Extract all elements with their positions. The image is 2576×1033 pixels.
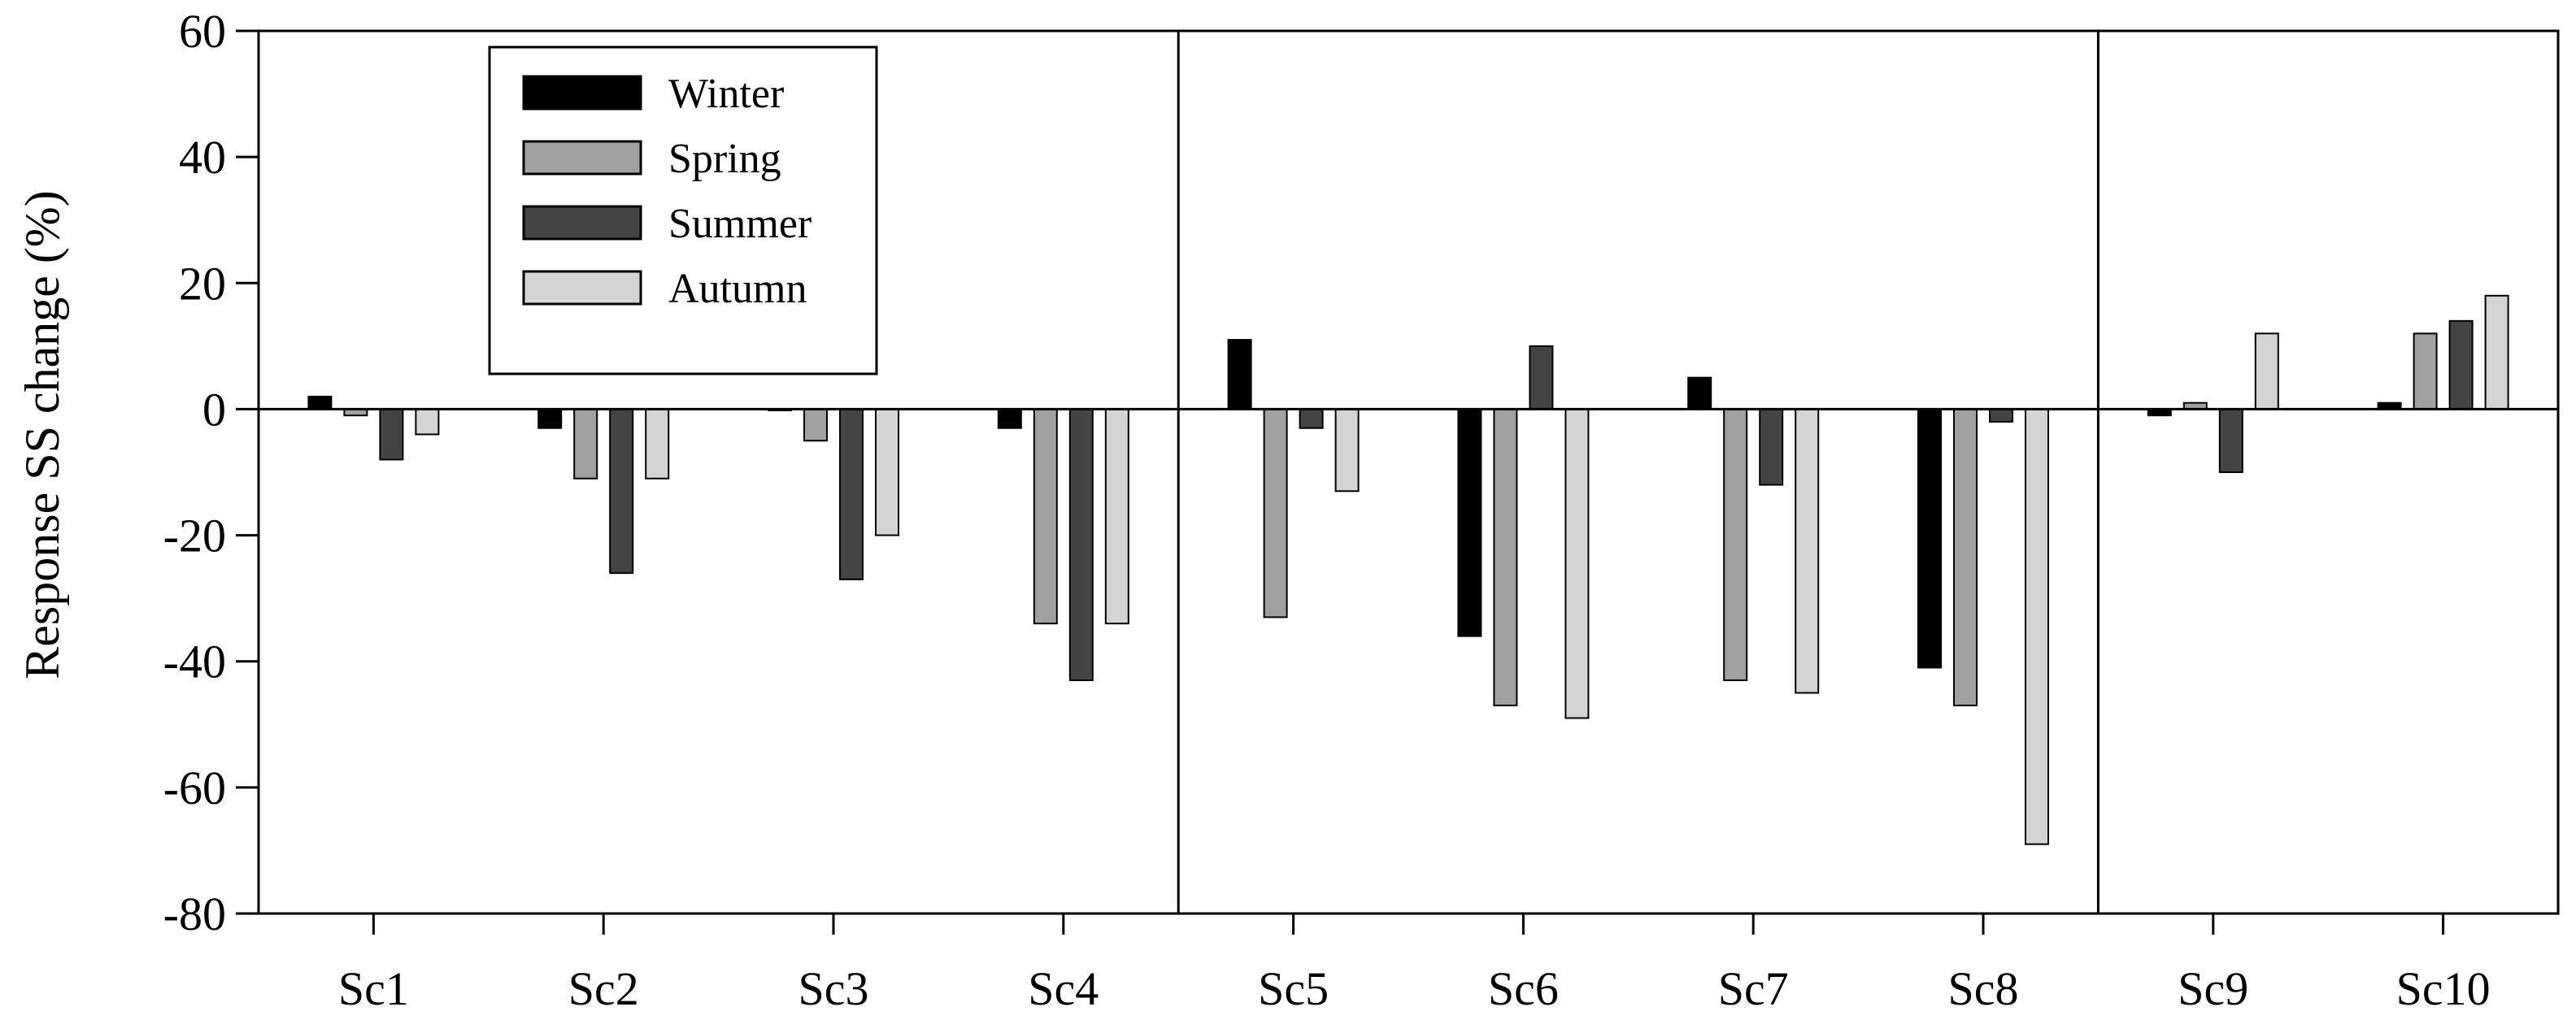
bars-layer — [307, 294, 2509, 845]
y-tick-label: -40 — [163, 636, 226, 688]
labels-layer: Response SS change (%) 60 40 20 0 -20 -40 -60 -… — [15, 5, 2491, 1015]
x-tick-label-sc3: Sc3 — [798, 962, 869, 1015]
bar-autumn-sc10 — [2484, 294, 2509, 410]
bar-summer-sc9 — [2218, 408, 2243, 473]
y-tick-label: 60 — [179, 5, 226, 58]
legend-label-autumn: Autumn — [668, 266, 807, 312]
y-tick-label: -20 — [163, 510, 226, 562]
x-tick-label-sc7: Sc7 — [1718, 962, 1789, 1015]
bar-winter-sc1 — [307, 395, 333, 410]
bar-spring-sc10 — [2413, 332, 2438, 410]
bar-summer-sc2 — [609, 408, 634, 575]
bar-summer-sc10 — [2448, 319, 2474, 410]
bar-spring-sc4 — [1033, 408, 1058, 625]
axes-layer — [236, 29, 2560, 935]
bar-summer-sc6 — [1529, 345, 1554, 410]
bar-autumn-sc3 — [875, 408, 899, 536]
bar-summer-sc4 — [1068, 408, 1094, 681]
y-tick-label: -60 — [163, 762, 226, 814]
x-tick-label-sc5: Sc5 — [1258, 962, 1329, 1015]
bar-spring-sc8 — [1953, 408, 1978, 707]
bar-autumn-sc7 — [1795, 408, 1820, 694]
y-tick-label: 40 — [179, 131, 226, 184]
plot-frame — [257, 29, 2560, 915]
bar-summer-sc5 — [1299, 408, 1324, 429]
bar-winter-sc4 — [997, 408, 1022, 429]
bar-winter-sc5 — [1227, 339, 1252, 410]
legend-label-spring: Spring — [668, 136, 781, 182]
x-tick-label-sc8: Sc8 — [1948, 962, 2019, 1015]
bar-summer-sc7 — [1759, 408, 1784, 486]
bar-spring-sc3 — [803, 408, 828, 442]
bar-summer-sc8 — [1989, 408, 2013, 423]
x-tick-label-sc9: Sc9 — [2178, 962, 2248, 1015]
bar-spring-sc5 — [1263, 408, 1288, 618]
bar-autumn-sc1 — [415, 408, 440, 436]
bar-autumn-sc5 — [1334, 408, 1360, 493]
legend-label-summer: Summer — [668, 201, 812, 247]
x-tick-label-sc10: Sc10 — [2396, 962, 2491, 1015]
bar-spring-sc6 — [1493, 408, 1518, 707]
bar-spring-sc7 — [1723, 408, 1748, 681]
x-tick-label-sc2: Sc2 — [568, 962, 639, 1015]
x-tick-label-sc1: Sc1 — [338, 962, 409, 1015]
legend-swatch-winter — [522, 75, 642, 111]
bar-autumn-sc8 — [2025, 408, 2049, 845]
bar-spring-sc2 — [573, 408, 598, 480]
bar-winter-sc6 — [1457, 408, 1482, 637]
y-tick-label: 0 — [202, 383, 226, 436]
bar-summer-sc3 — [839, 408, 864, 580]
legend-swatch-summer — [522, 205, 642, 241]
legend-swatch-spring — [522, 140, 642, 176]
legend-label-winter: Winter — [668, 71, 784, 117]
x-tick-label-sc4: Sc4 — [1028, 962, 1099, 1015]
y-axis-title: Response SS change (%) — [15, 190, 69, 679]
legend: Winter Spring Summer Autumn — [488, 46, 878, 375]
bar-autumn-sc6 — [1564, 408, 1590, 719]
bar-winter-sc8 — [1917, 408, 1942, 669]
bar-autumn-sc9 — [2254, 332, 2279, 410]
x-tick-label-sc6: Sc6 — [1488, 962, 1559, 1015]
bar-autumn-sc2 — [645, 408, 670, 480]
legend-swatch-autumn — [522, 270, 642, 306]
y-tick-label: -80 — [163, 888, 226, 940]
y-tick-label: 20 — [179, 257, 226, 310]
bar-autumn-sc4 — [1104, 408, 1129, 625]
bar-winter-sc7 — [1687, 376, 1712, 410]
bar-winter-sc2 — [537, 408, 563, 429]
bar-summer-sc1 — [379, 408, 404, 461]
